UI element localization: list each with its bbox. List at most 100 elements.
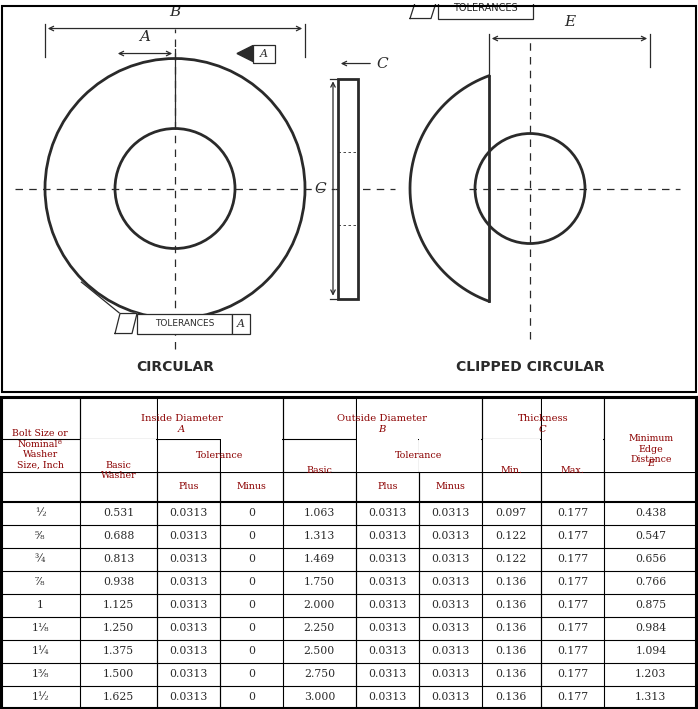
Text: 0.177: 0.177 <box>557 577 588 587</box>
Text: 1.625: 1.625 <box>103 693 134 703</box>
Text: 0.0313: 0.0313 <box>369 647 406 657</box>
Text: 1.094: 1.094 <box>635 647 667 657</box>
Text: 1.750: 1.750 <box>304 577 335 587</box>
Text: Max.: Max. <box>560 466 584 475</box>
Text: 0.0313: 0.0313 <box>170 601 207 610</box>
Text: Thickness: Thickness <box>517 413 568 423</box>
Text: 0.177: 0.177 <box>557 601 588 610</box>
Text: 1.125: 1.125 <box>103 601 134 610</box>
Bar <box>542 397 603 439</box>
Text: 0.0313: 0.0313 <box>170 531 207 541</box>
Text: 0.875: 0.875 <box>635 601 667 610</box>
Text: ⁵⁄₈: ⁵⁄₈ <box>35 531 45 541</box>
Text: Basic: Basic <box>306 466 332 475</box>
Text: 0.766: 0.766 <box>635 577 667 587</box>
Text: A: A <box>237 318 245 328</box>
Text: 0.0313: 0.0313 <box>369 554 406 564</box>
Bar <box>81 439 156 472</box>
Text: 0.0313: 0.0313 <box>369 669 406 679</box>
Text: 0.0313: 0.0313 <box>431 693 469 703</box>
Text: 0: 0 <box>248 577 255 587</box>
Text: B: B <box>170 4 181 18</box>
Text: ⁷⁄₈: ⁷⁄₈ <box>35 577 45 587</box>
Text: 1.500: 1.500 <box>103 669 134 679</box>
Bar <box>357 397 481 439</box>
Text: 0.0313: 0.0313 <box>431 623 469 633</box>
Text: ½: ½ <box>35 508 45 518</box>
Text: 1.203: 1.203 <box>635 669 667 679</box>
Text: 0.136: 0.136 <box>496 623 527 633</box>
Bar <box>604 397 697 439</box>
Text: 0.177: 0.177 <box>557 623 588 633</box>
Text: 0.531: 0.531 <box>103 508 134 518</box>
Text: 0: 0 <box>248 693 255 703</box>
Text: Bolt Size or
Nominalª
Washer
Size, Inch: Bolt Size or Nominalª Washer Size, Inch <box>13 429 68 469</box>
Text: CIRCULAR: CIRCULAR <box>136 359 214 374</box>
Text: Outside Diameter: Outside Diameter <box>337 413 427 423</box>
Text: 1¼: 1¼ <box>31 647 49 657</box>
Text: 0.0313: 0.0313 <box>170 693 207 703</box>
Text: 0: 0 <box>248 623 255 633</box>
Text: 0.0313: 0.0313 <box>431 601 469 610</box>
Text: 0.438: 0.438 <box>635 508 667 518</box>
Text: 0.0313: 0.0313 <box>170 647 207 657</box>
Text: 0.136: 0.136 <box>496 601 527 610</box>
Text: Plus: Plus <box>178 482 199 491</box>
Text: 0.0313: 0.0313 <box>369 508 406 518</box>
Bar <box>137 313 232 333</box>
Text: 1³⁄₈: 1³⁄₈ <box>31 669 49 679</box>
Bar <box>419 439 481 472</box>
Text: 0: 0 <box>248 531 255 541</box>
Text: 1¹⁄₈: 1¹⁄₈ <box>31 623 49 633</box>
Text: E: E <box>647 459 655 468</box>
Text: 1.313: 1.313 <box>635 693 667 703</box>
Text: 0: 0 <box>248 669 255 679</box>
Text: 1.313: 1.313 <box>304 531 335 541</box>
Text: 0.547: 0.547 <box>635 531 667 541</box>
Text: A: A <box>260 48 268 59</box>
Text: 0.122: 0.122 <box>496 531 527 541</box>
Bar <box>253 45 275 62</box>
Text: 1.250: 1.250 <box>103 623 134 633</box>
Text: 0.0313: 0.0313 <box>170 554 207 564</box>
Text: 0: 0 <box>248 601 255 610</box>
Text: 0.136: 0.136 <box>496 669 527 679</box>
Text: 0.0313: 0.0313 <box>431 508 469 518</box>
Text: 0.177: 0.177 <box>557 647 588 657</box>
Bar <box>604 439 697 472</box>
Text: 0.0313: 0.0313 <box>431 669 469 679</box>
Text: A: A <box>140 30 151 43</box>
Polygon shape <box>237 45 253 62</box>
Text: Minus: Minus <box>436 482 465 491</box>
Polygon shape <box>115 313 137 333</box>
Text: 0.984: 0.984 <box>635 623 667 633</box>
Text: Plus: Plus <box>377 482 398 491</box>
Text: 0: 0 <box>248 647 255 657</box>
Text: Tolerance: Tolerance <box>395 451 443 460</box>
Text: 0.0313: 0.0313 <box>170 623 207 633</box>
Text: 0.177: 0.177 <box>557 554 588 564</box>
Text: 0.0313: 0.0313 <box>369 531 406 541</box>
Text: 0.0313: 0.0313 <box>170 669 207 679</box>
Text: 0.177: 0.177 <box>557 531 588 541</box>
Text: 0.0313: 0.0313 <box>431 647 469 657</box>
Text: 0.688: 0.688 <box>103 531 134 541</box>
Bar <box>482 439 540 472</box>
Text: E: E <box>564 14 575 28</box>
Text: 0.122: 0.122 <box>496 554 527 564</box>
Bar <box>232 313 250 333</box>
Text: TOLERANCES: TOLERANCES <box>155 319 214 328</box>
Text: 0.0313: 0.0313 <box>170 508 207 518</box>
Text: 0.097: 0.097 <box>496 508 527 518</box>
Text: 0.0313: 0.0313 <box>170 577 207 587</box>
Text: C: C <box>314 182 326 196</box>
Text: 1.063: 1.063 <box>304 508 335 518</box>
Text: Inside Diameter: Inside Diameter <box>140 413 223 423</box>
Polygon shape <box>410 0 438 18</box>
Text: 0.177: 0.177 <box>557 693 588 703</box>
Text: Tolerance: Tolerance <box>196 451 244 460</box>
Text: 1½: 1½ <box>31 693 49 703</box>
Text: 1: 1 <box>36 601 44 610</box>
Text: 0.938: 0.938 <box>103 577 134 587</box>
Text: 2.500: 2.500 <box>304 647 335 657</box>
